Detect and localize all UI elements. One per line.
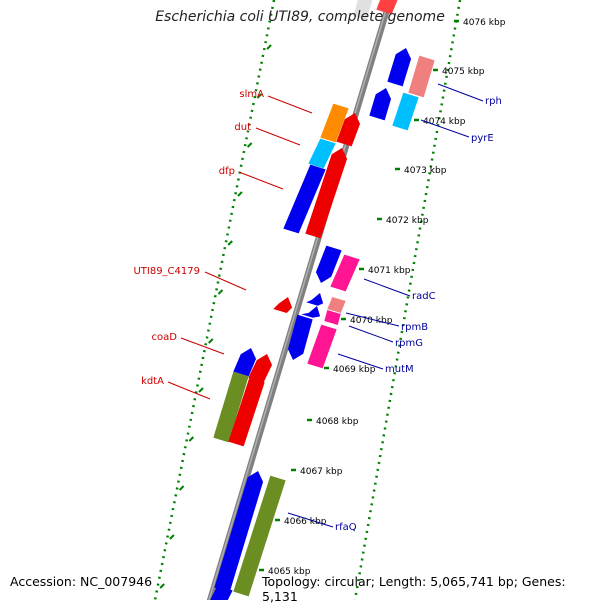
tick-label: 4076 kbp	[463, 18, 506, 28]
guide-dash	[227, 240, 233, 246]
gene-kdtA-red	[228, 377, 265, 447]
guide-dash	[159, 583, 165, 589]
outer-dotted-guide-right	[353, 0, 462, 600]
gene-label-kdta: kdtA	[141, 376, 164, 387]
gene-slmA	[320, 103, 349, 143]
tick-label: 4066 kbp	[284, 517, 327, 527]
tick-label: 4072 kbp	[386, 216, 429, 226]
gene-dut	[336, 113, 361, 147]
gene-pyrE	[392, 92, 419, 131]
guide-dash	[217, 289, 224, 295]
guide-dash	[188, 436, 195, 442]
gene-labels: slmA dut dfp UTI89_C4179 coaD kdtA rph pyrE radC…	[133, 83, 502, 533]
tick-label: 4065 kbp	[268, 567, 311, 577]
gene-rpmG	[324, 309, 341, 326]
leader-line	[337, 353, 384, 370]
tick-marks: 4076 kbp 4075 kbp 4074 kbp 4073 kbp 4072 kbp…	[159, 18, 506, 589]
guide-dash	[169, 534, 175, 540]
leader-line	[363, 278, 411, 297]
gene-coaD-red	[248, 354, 273, 383]
accession-text: Accession: NC_007946	[10, 574, 153, 589]
gene-kdtA	[213, 371, 249, 443]
gene-label-radc: radC	[412, 291, 436, 302]
faded-gene	[353, 0, 373, 21]
gene-dfp-red	[305, 148, 348, 239]
genome-backbone-highlight	[208, 0, 390, 600]
genome-backbone	[206, 0, 394, 600]
gene-label-dut: dut	[234, 122, 251, 133]
gene-UTI89_C4179	[273, 297, 293, 314]
gene-label-mutm: mutM	[385, 364, 414, 375]
tick-label: 4075 kbp	[442, 67, 485, 77]
gene-rpmG-blue	[301, 306, 321, 318]
gene-label-rfaq: rfaQ	[335, 522, 357, 533]
guide-dash	[256, 93, 263, 99]
tick-label: 4070 kbp	[350, 316, 393, 326]
guide-dash	[246, 142, 253, 148]
tick-label: 4073 kbp	[404, 166, 447, 176]
gene-rph-blue	[387, 48, 412, 87]
leader-line	[345, 312, 400, 327]
guide-dash	[266, 44, 272, 50]
gene-mutM-blue	[287, 314, 313, 360]
gene-dfp	[283, 164, 326, 234]
leader-line	[267, 95, 313, 114]
leader-line	[238, 171, 284, 190]
gene-top-red	[376, 0, 398, 15]
genome-title: Escherichia coli UTI89, complete genome	[155, 9, 445, 25]
gene-rpmB	[327, 296, 346, 314]
leader-line	[287, 512, 334, 528]
guide-dash	[208, 338, 214, 344]
leader-line	[180, 337, 225, 355]
tick-label: 4068 kbp	[316, 417, 359, 427]
gene-rph	[408, 55, 435, 98]
gene-pyrE-blue	[369, 88, 392, 121]
guide-dash	[178, 485, 185, 491]
leader-line	[204, 271, 247, 291]
gene-dut-cyan	[308, 138, 336, 169]
gene-features	[210, 0, 435, 600]
gene-radC-blue	[315, 245, 342, 283]
gene-label-uti89_c4179: UTI89_C4179	[133, 266, 200, 277]
gene-label-rph: rph	[485, 96, 502, 107]
guide-dash	[198, 387, 204, 393]
leader-line	[167, 381, 211, 400]
gene-label-pyre: pyrE	[471, 133, 494, 144]
gene-label-rpmg: rpmG	[395, 338, 423, 349]
gene-radC	[330, 254, 360, 292]
tick-label: 4071 kbp	[368, 266, 411, 276]
leader-line	[255, 127, 301, 146]
gene-rfaQ	[233, 475, 286, 597]
gene-label-slma: slmA	[239, 89, 264, 100]
tick-label: 4067 kbp	[300, 467, 343, 477]
tick-label: 4069 kbp	[333, 365, 376, 375]
gene-label-dfp: dfp	[219, 166, 235, 177]
gene-mutM	[307, 324, 337, 369]
tick-label: 4074 kbp	[423, 117, 466, 127]
gene-rpmB-blue	[306, 293, 324, 306]
gene-label-rpmb: rpmB	[401, 322, 428, 333]
gene-coaD	[233, 348, 257, 377]
guide-dash	[237, 191, 243, 197]
gene-rfaQ-blue	[214, 471, 264, 593]
leader-line	[437, 83, 484, 102]
gene-label-coad: coaD	[152, 332, 178, 343]
gene-bottom-blue	[210, 585, 233, 600]
leader-line	[420, 119, 470, 138]
leader-line	[348, 325, 394, 343]
